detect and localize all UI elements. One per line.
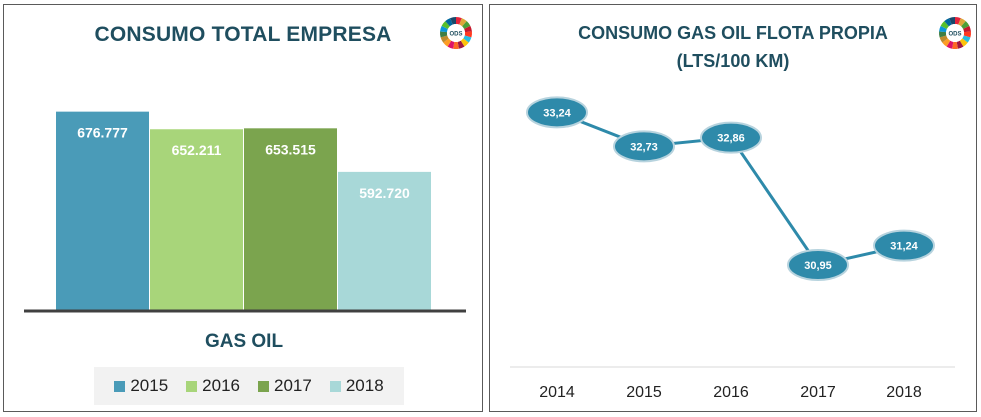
- legend-label: 2017: [274, 376, 312, 395]
- bar-2018: [338, 171, 431, 310]
- line-chart-panel: CONSUMO GAS OIL FLOTA PROPIA (LTS/100 KM…: [489, 4, 977, 412]
- legend-item-2017: 2017: [258, 376, 312, 396]
- legend-item-2015: 2015: [114, 376, 168, 396]
- legend-swatch: [258, 380, 269, 392]
- bar-value-label: 653.515: [265, 141, 316, 157]
- data-label: 31,24: [890, 241, 918, 253]
- ods-wheel-icon: ODS: [935, 13, 975, 53]
- legend-item-2016: 2016: [186, 376, 240, 396]
- legend-label: 2015: [130, 376, 169, 395]
- bar-chart-title: CONSUMO TOTAL EMPRESA: [94, 23, 392, 46]
- bar-chart-legend: 2015 2016 2017 2018: [94, 367, 404, 405]
- legend-label: 2016: [202, 376, 240, 395]
- data-label: 32,86: [717, 133, 745, 145]
- legend-swatch: [114, 380, 126, 392]
- data-point: [873, 229, 935, 262]
- line-chart-subtitle: (LTS/100 KM): [676, 51, 790, 71]
- legend-swatch: [329, 380, 341, 392]
- bar-chart-panel: CONSUMO TOTAL EMPRESA ODS 676.777 652.211…: [3, 4, 483, 412]
- data-point: [613, 130, 675, 163]
- x-tick-label: 2014: [539, 384, 575, 401]
- line-chart-plot: 33,24 32,73 32,86 30,95 31,24 2014 2015 2016 201…: [510, 96, 955, 401]
- data-point: [700, 121, 762, 154]
- data-point: [787, 249, 849, 281]
- data-label: 30,95: [804, 260, 832, 272]
- bar-chart-plot: 676.777 652.211 653.515 592.720: [24, 111, 466, 313]
- data-label: 33,24: [543, 107, 571, 119]
- x-tick-label: 2017: [800, 384, 836, 401]
- bar-2017: [244, 128, 337, 310]
- legend-label: 2018: [345, 376, 384, 395]
- bar-2015: [56, 111, 149, 310]
- x-tick-label: 2015: [626, 384, 662, 401]
- bar-2016: [150, 129, 243, 310]
- bar-value-label: 592.720: [359, 185, 410, 201]
- line-chart-title: CONSUMO GAS OIL FLOTA PROPIA: [578, 23, 888, 43]
- category-label: GAS OIL: [204, 331, 284, 352]
- data-point: [526, 96, 588, 129]
- bar-value-label: 676.777: [77, 125, 128, 141]
- ods-wheel-icon: ODS: [436, 13, 476, 53]
- data-label: 32,73: [630, 141, 658, 153]
- x-tick-label: 2018: [886, 384, 922, 401]
- svg-text:ODS: ODS: [948, 32, 961, 38]
- x-tick-label: 2016: [713, 384, 749, 401]
- bar-value-label: 652.211: [172, 142, 222, 158]
- svg-text:ODS: ODS: [449, 32, 462, 38]
- legend-item-2018: 2018: [329, 376, 384, 396]
- legend-swatch: [186, 380, 198, 392]
